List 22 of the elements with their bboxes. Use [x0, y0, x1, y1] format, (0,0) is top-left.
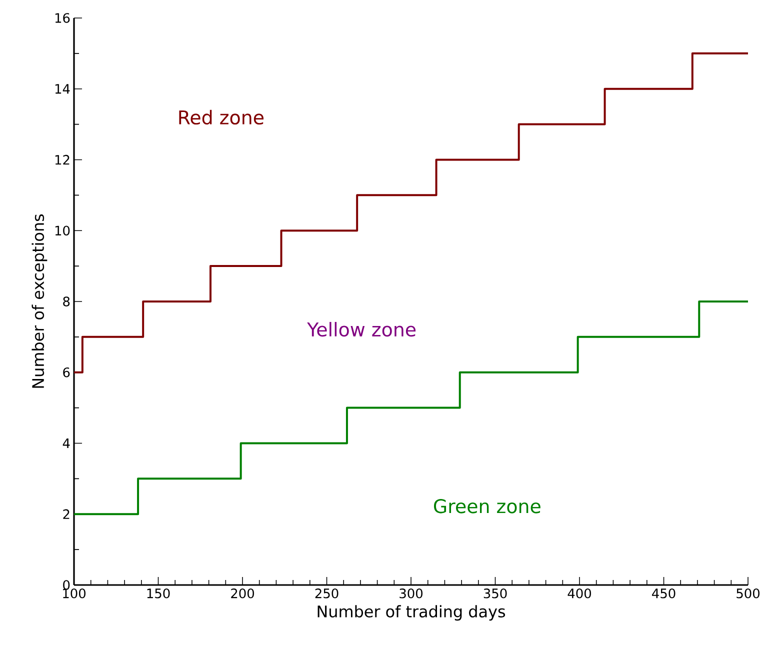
y-axis-title: Number of exceptions — [32, 214, 48, 388]
y-tick-label: 12 — [55, 154, 70, 165]
y-tick-label: 16 — [55, 13, 70, 23]
y-tick-label: 4 — [62, 438, 70, 448]
x-tick-label: 400 — [568, 588, 591, 598]
x-tick-label: 100 — [63, 588, 86, 598]
x-tick-label: 500 — [736, 588, 760, 598]
annotation: Red zone — [179, 110, 264, 125]
y-tick-label: 14 — [55, 84, 70, 94]
y-tick-label: 2 — [63, 509, 70, 519]
x-tick-label: 200 — [231, 588, 254, 598]
x-tick-label: 300 — [400, 588, 422, 598]
x-tick-label: 450 — [652, 588, 676, 598]
annotation: Green zone — [434, 499, 540, 514]
y-tick-label: 6 — [63, 367, 70, 378]
y-tick-label: 8 — [63, 296, 70, 306]
x-tick-label: 150 — [147, 588, 170, 598]
annotation: Yellow zone — [307, 322, 416, 337]
x-tick-label: 250 — [315, 588, 338, 598]
x-axis-title: Number of trading days — [318, 605, 506, 621]
y-tick-label: 10 — [55, 226, 70, 236]
x-tick-label: 350 — [484, 588, 507, 598]
